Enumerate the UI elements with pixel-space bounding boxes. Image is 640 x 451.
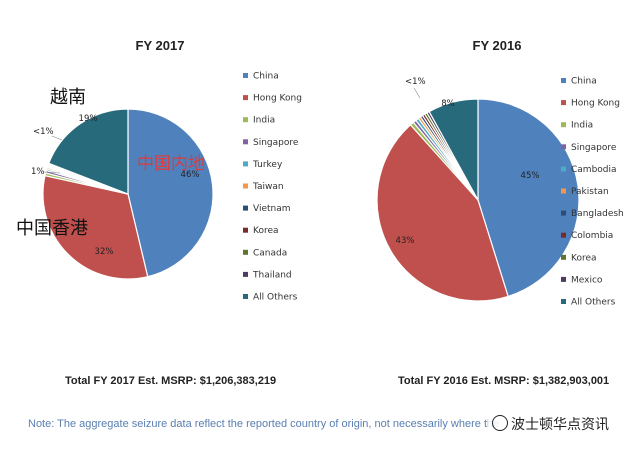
total-value-fy2017: $1,206,383,219 — [199, 375, 277, 387]
legend-swatch-colombia — [561, 232, 566, 238]
total-msrp-fy2017: Total FY 2017 Est. MSRP: $1,206,383,219 — [65, 375, 276, 387]
annotation-hong-kong-cn: 中国香港 — [16, 218, 88, 239]
watermark: 波士顿华点资讯 — [488, 412, 613, 436]
legend-swatch-bangladesh — [561, 210, 566, 216]
legend-label-colombia: Colombia — [571, 231, 613, 241]
legend-fy2016: China Hong Kong India Singapore Cambodia Paki… — [561, 77, 624, 308]
legend-label-vietnam: Vietnam — [253, 204, 291, 214]
legend-swatch-singapore — [243, 139, 248, 145]
legend-swatch-vietnam — [243, 205, 248, 211]
legend-label-all-others: All Others — [253, 293, 298, 303]
legend-swatch-turkey — [243, 161, 248, 167]
legend-swatch-hong-kong — [561, 100, 566, 106]
legend-label-all-others: All Others — [571, 298, 616, 308]
slice-label-hong-kong: 32% — [95, 247, 114, 257]
legend-label-pakistan: Pakistan — [571, 187, 609, 197]
slice-label-all-others: 8% — [441, 99, 455, 109]
pie-slice-all-others — [428, 98, 479, 201]
callout-lt1pct-fy2017: <1% — [33, 127, 54, 137]
legend-swatch-india — [561, 122, 566, 128]
legend-swatch-korea — [243, 227, 248, 233]
pie-chart-fy2017: FY 2017 46% 32% 19% China Hong Kong India Sin… — [16, 38, 302, 303]
legend-swatch-thailand — [243, 271, 248, 277]
slice-labels-fy2017: 46% 32% 19% — [79, 114, 200, 257]
total-value-fy2016: $1,382,903,001 — [532, 375, 610, 387]
total-msrp-fy2016: Total FY 2016 Est. MSRP: $1,382,903,001 — [398, 375, 609, 387]
chart-title-fy2017: FY 2017 — [136, 38, 185, 53]
callout-1pct-fy2017: 1% — [31, 167, 45, 177]
pie-slice-hong-kong — [42, 174, 149, 280]
legend-swatch-mexico — [561, 276, 566, 282]
slice-labels-fy2016: 45% 43% 8% — [396, 99, 540, 246]
legend-label-cambodia: Cambodia — [571, 165, 617, 175]
wechat-icon — [492, 415, 508, 431]
legend-swatch-canada — [243, 249, 248, 255]
pie-chart-fy2016: FY 2016 45% 43% 8% China Hong Kong India Sing… — [376, 38, 624, 308]
callout-lt1pct-fy2016: <1% — [405, 77, 426, 87]
legend-label-china: China — [571, 77, 597, 87]
pie-slices-fy2017 — [42, 108, 214, 280]
total-label-fy2016: Total FY 2016 Est. MSRP: — [398, 375, 530, 387]
slice-label-china: 46% — [181, 170, 200, 180]
pie-slice-all-others — [47, 108, 129, 195]
legend-label-turkey: Turkey — [252, 160, 283, 170]
watermark-text: 波士顿华点资讯 — [511, 417, 609, 433]
legend-swatch-china — [243, 73, 248, 78]
legend-swatch-all-others — [561, 299, 566, 304]
legend-label-india: India — [571, 121, 593, 131]
annotation-vietnam-cn: 越南 — [50, 87, 86, 108]
legend-swatch-china — [561, 78, 566, 83]
legend-label-hong-kong: Hong Kong — [253, 94, 302, 104]
legend-label-thailand: Thailand — [252, 270, 292, 280]
legend-swatch-korea — [561, 254, 566, 260]
pie-slice-hong-kong — [376, 124, 509, 302]
legend-label-bangladesh: Bangladesh — [571, 209, 624, 219]
legend-swatch-all-others — [243, 294, 248, 299]
slice-label-hong-kong: 43% — [396, 236, 415, 246]
pie-slice-china — [477, 98, 580, 298]
legend-label-china: China — [253, 72, 279, 82]
pie-slices-fy2016 — [376, 98, 580, 302]
legend-swatch-cambodia — [561, 166, 566, 172]
legend-swatch-singapore — [561, 144, 566, 150]
slice-label-all-others: 19% — [79, 114, 98, 124]
pie-slice-china — [127, 108, 214, 278]
legend-fy2017: China Hong Kong India Singapore Turkey Taiwan… — [243, 72, 302, 303]
legend-label-korea: Korea — [571, 253, 597, 263]
legend-label-singapore: Singapore — [253, 138, 299, 148]
annotation-mainland-china-cn: 中国内地 — [137, 154, 205, 174]
legend-label-taiwan: Taiwan — [252, 182, 284, 192]
legend-label-singapore: Singapore — [571, 143, 617, 153]
legend-label-india: India — [253, 116, 275, 126]
legend-label-canada: Canada — [253, 248, 287, 258]
footnote: Note: The aggregate seizure data reflect… — [28, 418, 500, 430]
total-label-fy2017: Total FY 2017 Est. MSRP: — [65, 375, 197, 387]
legend-swatch-pakistan — [561, 188, 566, 194]
legend-label-hong-kong: Hong Kong — [571, 99, 620, 109]
slice-label-china: 45% — [521, 171, 540, 181]
legend-swatch-taiwan — [243, 183, 248, 189]
legend-label-mexico: Mexico — [571, 275, 603, 285]
legend-swatch-india — [243, 117, 248, 123]
chart-title-fy2016: FY 2016 — [473, 38, 522, 53]
legend-label-korea: Korea — [253, 226, 279, 236]
legend-swatch-hong-kong — [243, 95, 248, 101]
